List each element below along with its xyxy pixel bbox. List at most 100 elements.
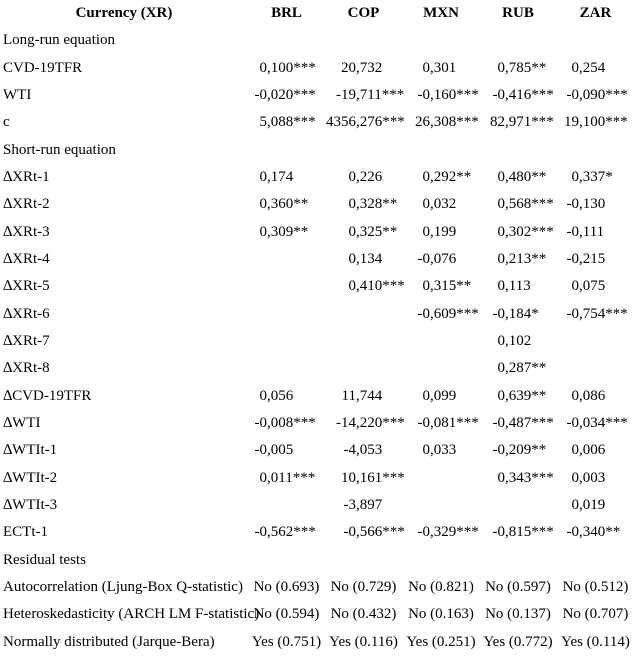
coef-fraction-part: ,161*** <box>356 469 405 486</box>
coef-fraction-part: ,215 <box>579 251 606 268</box>
value-cell: -0,562*** <box>248 525 325 540</box>
coef-integer-part: -0 <box>492 524 506 541</box>
coef-fraction-part: ,343*** <box>505 469 554 486</box>
value-cell: -0,005 <box>248 443 325 458</box>
coef-integer-part: 0 <box>571 278 580 295</box>
header-col-brl: BRL <box>271 5 302 22</box>
value-cell: 0,302*** <box>480 224 556 240</box>
value-cell: 0,785** <box>480 60 556 76</box>
row-label: c <box>3 114 10 131</box>
coef-integer-part: 0 <box>259 469 268 486</box>
coef-fraction-part: ,075 <box>579 278 606 295</box>
value-cell: 0,032 <box>402 197 480 212</box>
coef-fraction-part: ,019 <box>579 497 606 514</box>
coef-fraction-part: ,226 <box>356 169 383 186</box>
coef-fraction-part: ,209** <box>505 442 547 459</box>
value-cell: 0,568*** <box>480 197 556 212</box>
coef-integer-part: 0 <box>348 223 357 240</box>
coef-integer-part: -19 <box>336 87 356 104</box>
value-cell: 0,410*** <box>325 278 405 295</box>
value-cell: 0,199 <box>402 223 480 240</box>
coef-fraction-part: ,568*** <box>505 196 554 213</box>
coef-fraction-part: ,360** <box>267 196 309 213</box>
value-cell: -0,487*** <box>480 416 556 431</box>
value-cell: 0,100*** <box>248 60 325 76</box>
value-cell: Yes (0.116) <box>329 633 398 650</box>
coef-integer-part: 0 <box>497 469 506 486</box>
header-col-zar: ZAR <box>579 5 612 22</box>
row-label: ∆XRt-6 <box>3 305 50 322</box>
value-cell: 0,292** <box>402 170 480 185</box>
coef-integer-part: -0 <box>417 87 431 104</box>
coef-integer-part: 0 <box>571 387 580 404</box>
value-cell: 0,033 <box>402 443 480 458</box>
coef-fraction-part: ,487*** <box>505 415 554 432</box>
table-row: WTI -0,020*** -19,711*** -0,160*** -0,416***… <box>0 82 635 109</box>
table-row: ∆XRt-5 0,410*** 0,315** 0,113 0,075 <box>0 273 635 300</box>
coef-fraction-part: ,113 <box>505 278 531 295</box>
value-cell: -0,209** <box>480 443 556 458</box>
coef-fraction-part: ,130 <box>579 196 606 213</box>
coef-integer-part: 0 <box>422 387 431 404</box>
table-row: ∆XRt-2 0,360** 0,328** 0,032 0,568*** -0,130 <box>0 191 635 218</box>
table-row: ∆WTIt-1 -0,005 -4,053 0,033 -0,209** 0,006 <box>0 437 635 464</box>
value-cell: -0,130 <box>556 197 635 212</box>
value-cell: Yes (0.114) <box>561 633 630 650</box>
section-label: Long-run equation <box>3 32 116 49</box>
coef-fraction-part: ,099 <box>430 387 457 404</box>
coef-fraction-part: ,034*** <box>579 415 628 432</box>
section-row: Short-run equation <box>0 137 635 164</box>
value-cell: 0,174 <box>248 170 325 185</box>
table-row: ∆CVD-19TFR 0,056 11,744 0,099 0,639** 0,086 <box>0 383 635 410</box>
section-row: Residual tests <box>0 547 635 574</box>
coef-integer-part: -0 <box>566 196 580 213</box>
coef-integer-part: 0 <box>497 251 506 268</box>
value-cell: -0,815*** <box>480 525 556 540</box>
coef-integer-part: 4356 <box>326 114 356 131</box>
value-cell: 0,337* <box>556 170 635 185</box>
value-cell: -0,215 <box>556 252 635 267</box>
value-cell: No (0.729) <box>330 579 397 596</box>
table-row: ∆XRt-4 0,134 -0,076 0,213** -0,215 <box>0 246 635 273</box>
coef-integer-part: 0 <box>422 223 431 240</box>
coef-fraction-part: ,053 <box>356 442 383 459</box>
value-cell: 0,325** <box>325 223 402 240</box>
coef-fraction-part: ,006 <box>579 442 606 459</box>
coef-integer-part: 0 <box>497 196 506 213</box>
coef-integer-part: 11 <box>341 387 356 404</box>
coef-integer-part: -0 <box>492 442 506 459</box>
table-row: ECTt-1 -0,562*** -0,566*** -0,329*** -0,815*… <box>0 519 635 546</box>
coef-integer-part: 0 <box>348 278 357 295</box>
row-label: Heteroskedasticity (ARCH LM F-statistic) <box>3 606 260 623</box>
coef-fraction-part: ,081*** <box>430 415 479 432</box>
value-cell: 0,287** <box>480 361 556 376</box>
coef-fraction-part: ,480** <box>505 169 547 186</box>
table-row: CVD-19TFR 0,100*** 20,732 0,301 0,785** 0,254 <box>0 55 635 82</box>
table-row: ∆WTIt-2 0,011*** 10,161*** 0,343*** 0,003 <box>0 465 635 492</box>
value-cell: No (0.707) <box>562 606 629 623</box>
row-label: ∆XRt-2 <box>3 196 50 213</box>
coef-integer-part: 0 <box>571 442 580 459</box>
value-cell: 0,099 <box>402 387 480 404</box>
row-label: ∆XRt-8 <box>3 360 50 377</box>
value-cell: -0,160*** <box>402 88 480 103</box>
row-label: ∆CVD-19TFR <box>3 387 92 404</box>
row-label: WTI <box>3 87 32 104</box>
coef-fraction-part: ,076 <box>430 251 457 268</box>
table-row: Autocorrelation (Ljung-Box Q-statistic) N… <box>0 574 635 601</box>
table-row: ∆XRt-8 0,287** <box>0 355 635 382</box>
value-cell: 4356,276*** <box>325 114 405 131</box>
header-col-mxn: MXN <box>423 5 459 22</box>
coef-fraction-part: ,562*** <box>267 524 316 541</box>
value-cell: 82,971*** <box>480 115 556 130</box>
value-cell: -0,416*** <box>480 88 556 103</box>
value-cell: Yes (0.772) <box>483 633 553 650</box>
value-cell: 5,088*** <box>248 115 325 130</box>
coef-integer-part: -3 <box>343 497 357 514</box>
value-cell: 0,309** <box>248 224 325 240</box>
value-cell: No (0.163) <box>408 606 474 623</box>
value-cell: 0,343*** <box>480 469 556 486</box>
coef-integer-part: 0 <box>497 278 506 295</box>
coef-integer-part: -0 <box>417 524 431 541</box>
